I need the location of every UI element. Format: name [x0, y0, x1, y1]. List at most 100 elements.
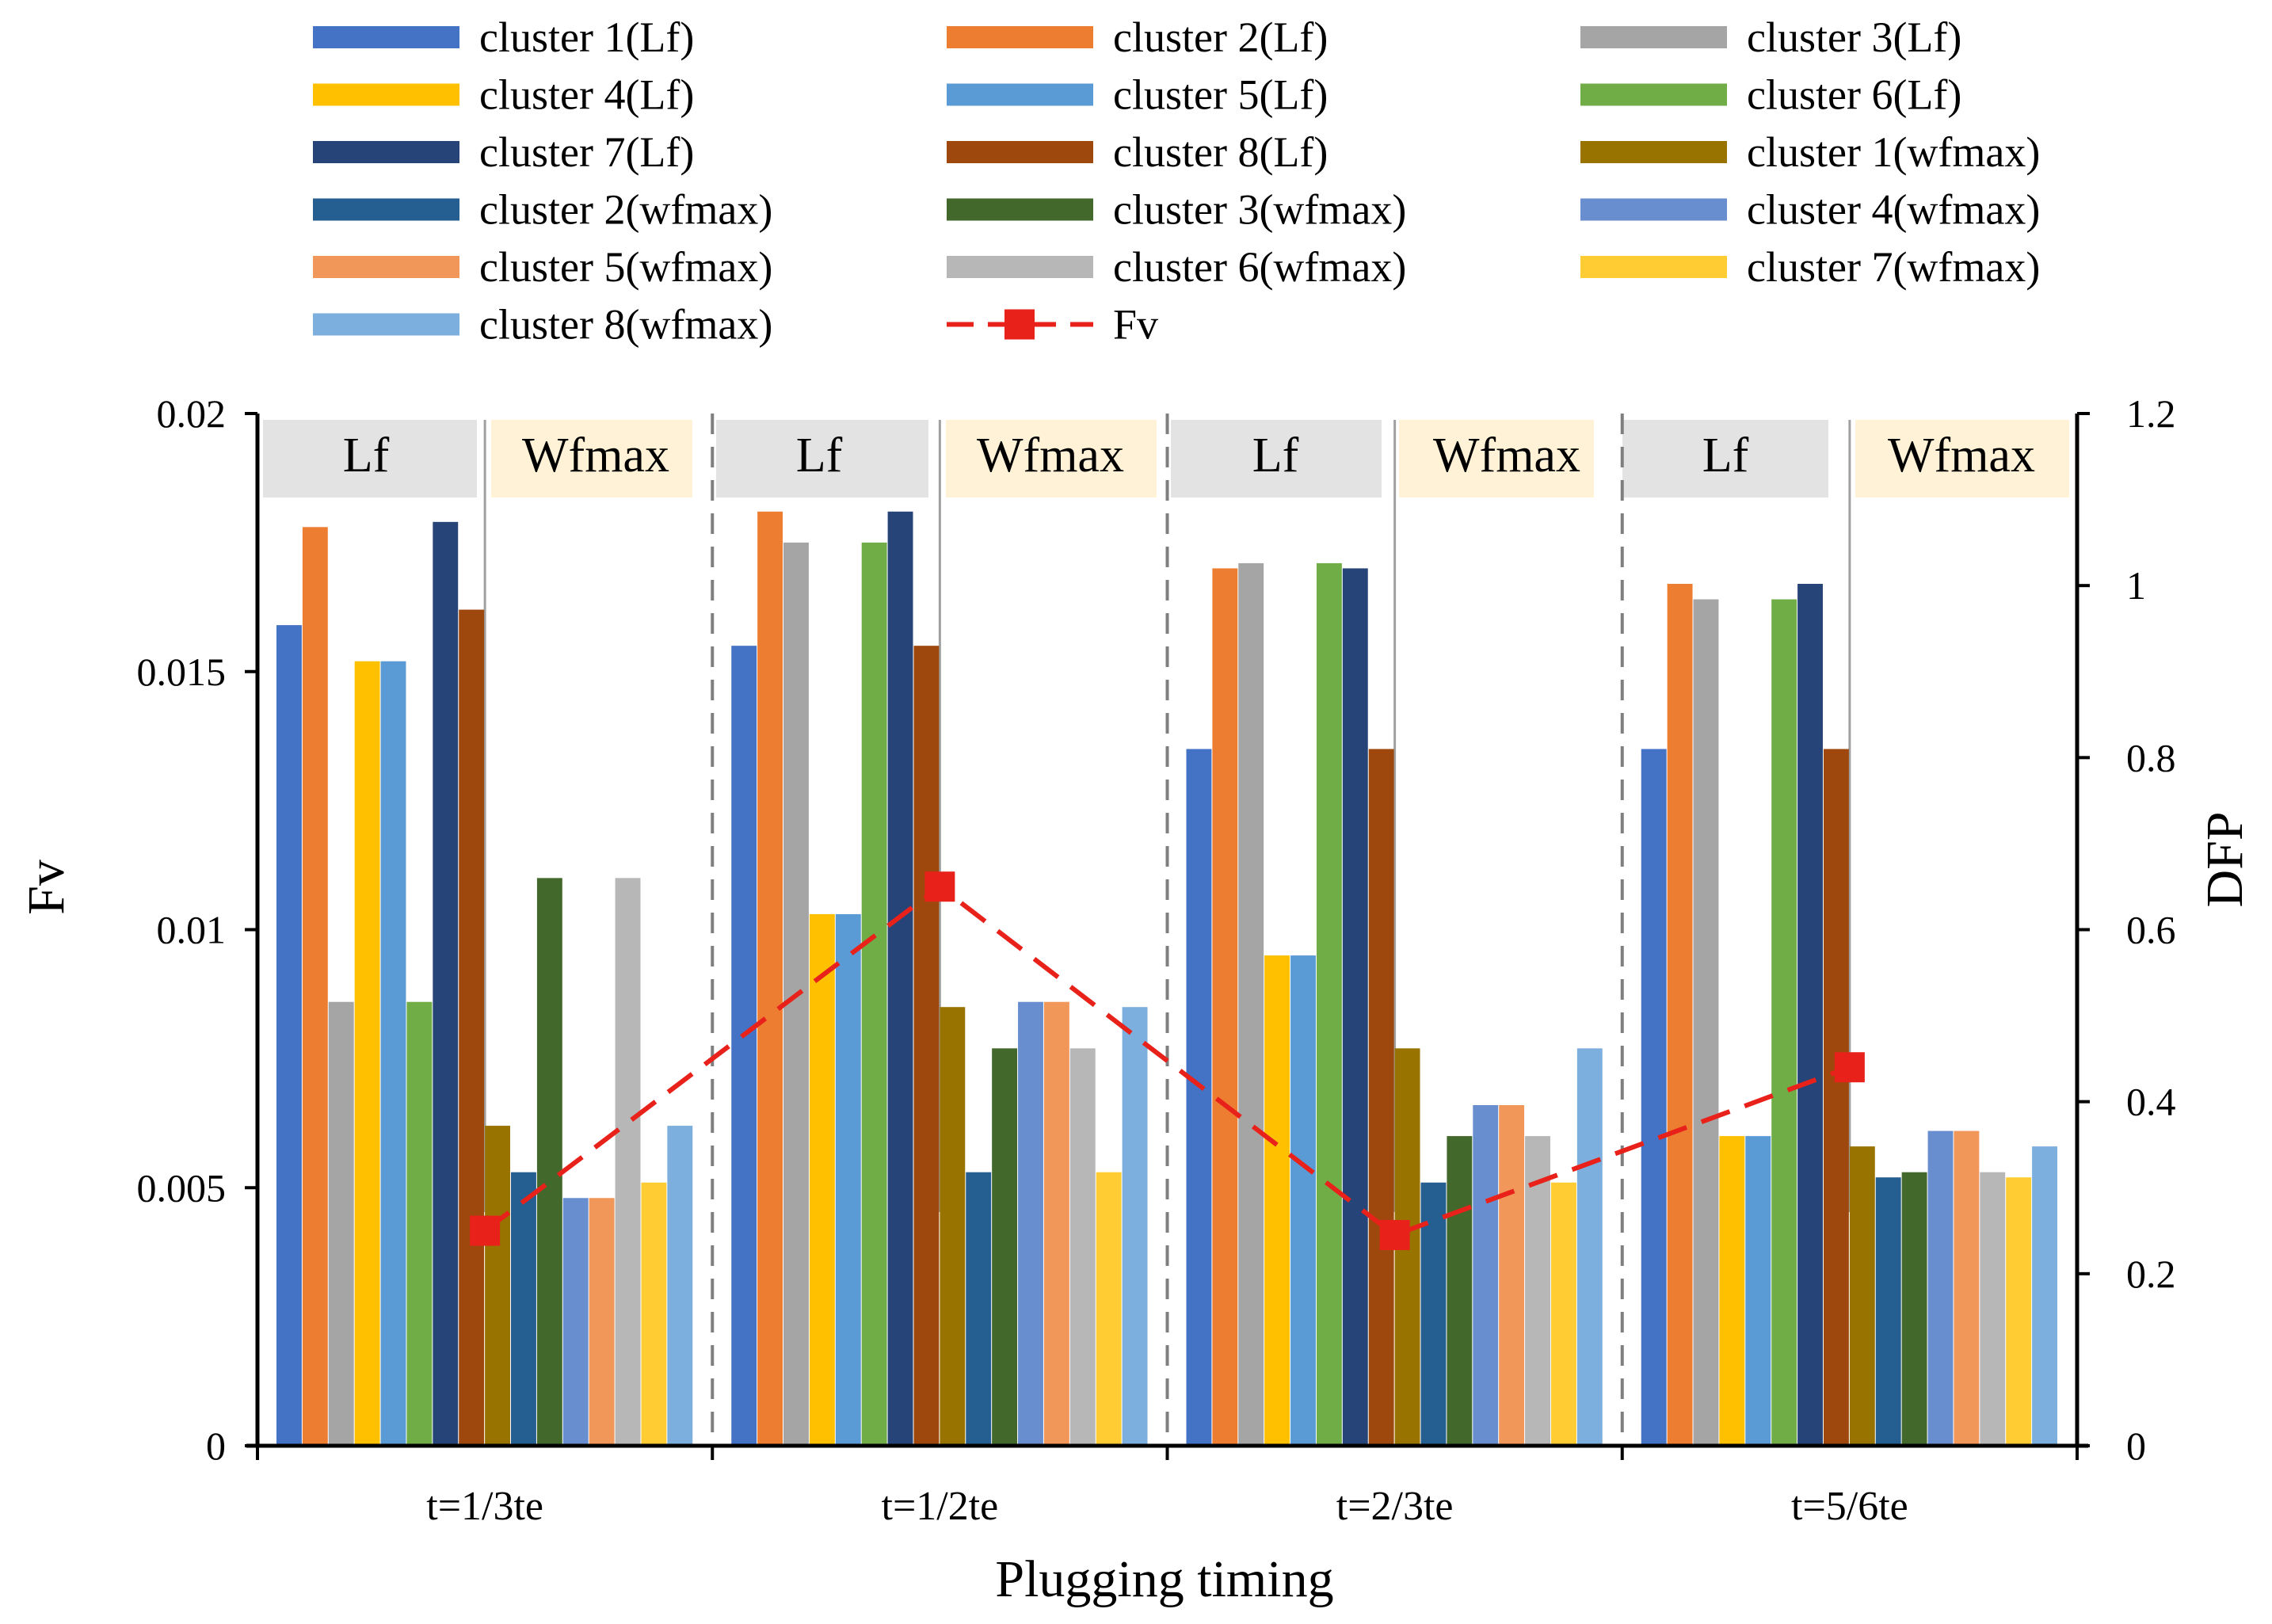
fv-marker	[470, 1215, 501, 1246]
region-lf-box	[1622, 420, 1828, 497]
bar	[485, 1126, 511, 1446]
y-left-tick-label: 0.01	[157, 908, 227, 952]
legend-swatch	[947, 256, 1093, 278]
legend-swatch	[313, 26, 459, 48]
y-right-tick-label: 0.6	[2126, 908, 2176, 952]
bar	[1875, 1177, 1901, 1446]
bar	[861, 542, 887, 1446]
y-left-tick-label: 0.005	[137, 1165, 227, 1210]
bar	[1823, 749, 1849, 1446]
bar	[1954, 1130, 1980, 1446]
region-lf-label: Lf	[1252, 429, 1299, 482]
legend-swatch	[947, 198, 1093, 221]
x-tick-label: t=2/3te	[1336, 1484, 1454, 1529]
bar	[992, 1048, 1018, 1446]
bar	[276, 625, 302, 1446]
y-right-tick-label: 0.8	[2126, 735, 2176, 780]
region-lf-label: Lf	[343, 429, 390, 482]
bar	[1122, 1007, 1148, 1446]
bar	[1018, 1001, 1043, 1446]
legend-label: cluster 3(Lf)	[1747, 13, 1961, 61]
legend-label: cluster 2(Lf)	[1113, 13, 1328, 61]
bar	[1641, 749, 1667, 1446]
fv-marker	[1379, 1219, 1410, 1250]
bar	[562, 1198, 589, 1446]
bar	[966, 1172, 992, 1446]
bar	[1290, 955, 1316, 1446]
region-wfmax-box	[491, 420, 692, 497]
legend-marker-swatch	[1004, 309, 1035, 340]
bar	[1447, 1136, 1473, 1446]
y-right-tick-label: 1.2	[2126, 391, 2176, 436]
bar	[1693, 599, 1719, 1446]
bar	[757, 511, 783, 1446]
bar	[2032, 1146, 2057, 1446]
fv-marker	[924, 871, 955, 902]
legend-swatch	[1580, 83, 1727, 106]
legend-swatch	[313, 141, 459, 163]
legend-swatch	[313, 313, 459, 336]
region-wfmax-box	[1855, 420, 2069, 497]
bar	[940, 1007, 966, 1446]
x-axis-title: Plugging timing	[995, 1550, 1333, 1608]
bar	[1212, 568, 1238, 1447]
bar	[1550, 1182, 1576, 1446]
region-lf-label: Lf	[1702, 429, 1749, 482]
x-tick-label: t=1/2te	[882, 1484, 999, 1529]
region-lf-box	[716, 420, 928, 497]
y-axis-right-title: DFP	[2196, 811, 2254, 907]
bar	[1499, 1105, 1525, 1446]
legend-swatch	[313, 198, 459, 221]
bars	[276, 511, 2057, 1447]
bar	[459, 609, 485, 1446]
bar	[1745, 1136, 1771, 1446]
legend-swatch	[1580, 256, 1727, 278]
bar	[615, 878, 641, 1446]
bar	[1771, 599, 1797, 1446]
bar	[1316, 562, 1342, 1447]
bar	[1342, 568, 1368, 1447]
bar	[1667, 584, 1693, 1446]
bar	[1901, 1172, 1927, 1446]
legend-label: cluster 5(wfmax)	[479, 243, 772, 291]
legend-label: cluster 4(wfmax)	[1747, 186, 2040, 234]
bar	[731, 646, 757, 1446]
fv-line-series	[470, 871, 1865, 1250]
bar	[809, 913, 835, 1446]
bar	[887, 511, 913, 1446]
legend-label: cluster 1(wfmax)	[1747, 128, 2040, 176]
bar	[1719, 1136, 1745, 1446]
y-right-tick-label: 0.2	[2126, 1252, 2176, 1296]
bar	[641, 1182, 667, 1446]
bar	[1096, 1172, 1122, 1446]
region-wfmax-label: Wfmax	[977, 429, 1124, 482]
region-wfmax-label: Wfmax	[522, 429, 669, 482]
bar	[1368, 749, 1394, 1446]
bar	[1186, 749, 1212, 1446]
legend-label: cluster 7(wfmax)	[1747, 243, 2040, 291]
bar	[1525, 1136, 1550, 1446]
legend-label: cluster 6(Lf)	[1747, 71, 1961, 119]
region-labels: Lf Wfmax Lf Wfmax Lf Wfmax Lf Wfmax	[263, 420, 2069, 497]
bar	[1980, 1172, 2006, 1446]
bar	[1420, 1182, 1447, 1446]
legend-label: cluster 1(Lf)	[479, 13, 694, 61]
bar	[1927, 1130, 1954, 1446]
bar	[536, 878, 562, 1446]
bar	[835, 913, 861, 1446]
bar	[354, 661, 380, 1446]
y-axis-left-title: Fv	[17, 860, 75, 915]
fv-line	[483, 883, 1851, 1238]
legend-label: cluster 8(Lf)	[1113, 128, 1328, 176]
bar	[433, 521, 459, 1446]
axes: 0 0.005 0.01 0.015 0.02 0 0.2 0.4 0.6 0.8 1 1.2 t=1/…	[137, 391, 2176, 1529]
legend-swatch	[313, 83, 459, 106]
bar	[1473, 1105, 1499, 1446]
region-wfmax-box	[946, 420, 1157, 497]
legend-swatch	[947, 141, 1093, 163]
region-wfmax-label: Wfmax	[1888, 429, 2035, 482]
bar	[913, 646, 940, 1446]
legend-swatch	[313, 256, 459, 278]
bar	[511, 1172, 536, 1446]
